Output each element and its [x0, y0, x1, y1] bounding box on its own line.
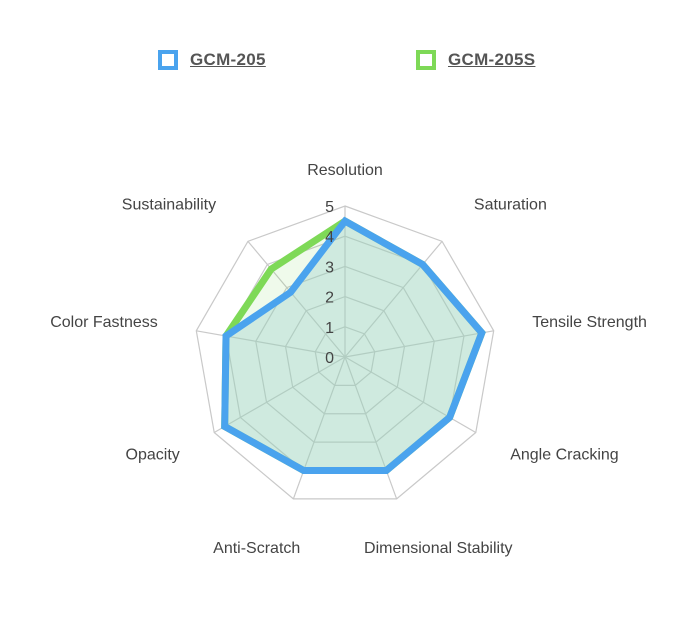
legend-swatch-gcm-205s: [416, 50, 436, 70]
grid-ring-5: [195, 205, 495, 500]
series-area-gcm-205: [221, 216, 486, 475]
axis-label-sustainability: Sustainability: [122, 196, 216, 213]
grid-spoke-3: [344, 330, 494, 358]
axis-label-opacity: Opacity: [126, 447, 180, 464]
legend-swatch-gcm-205: [158, 50, 178, 70]
grid-ring-3: [255, 265, 435, 443]
tick-label-3: 3: [325, 259, 334, 276]
axis-label-dimensional-stability: Dimensional Stability: [364, 540, 513, 557]
tick-label-2: 2: [325, 290, 334, 307]
grid-spoke-8: [196, 330, 346, 358]
axis-label-anti-scratch: Anti-Scratch: [213, 540, 300, 557]
grid-spoke-2: [344, 240, 443, 358]
axis-label-resolution: Resolution: [307, 162, 383, 179]
grid-spoke-4: [344, 356, 477, 434]
grid-spoke-6: [292, 356, 346, 500]
tick-label-5: 5: [325, 199, 334, 216]
axis-label-saturation: Saturation: [474, 196, 547, 213]
tick-label-4: 4: [325, 229, 334, 246]
axis-label-angle-cracking: Angle Cracking: [510, 447, 619, 464]
chart-legend: GCM-205 GCM-205S: [0, 50, 700, 80]
legend-item-gcm-205[interactable]: GCM-205: [158, 50, 266, 70]
grid-spoke-7: [213, 356, 346, 434]
grid-ring-2: [284, 295, 406, 415]
axis-label-tensile-strength: Tensile Strength: [532, 314, 647, 331]
grid-spoke-5: [344, 356, 398, 500]
grid-ring-1: [314, 326, 376, 386]
axis-label-color-fastness: Color Fastness: [50, 314, 158, 331]
tick-label-0: 0: [325, 350, 334, 367]
legend-label-gcm-205: GCM-205: [190, 50, 266, 69]
legend-item-gcm-205s[interactable]: GCM-205S: [416, 50, 535, 70]
grid-spoke-9: [247, 240, 346, 358]
legend-label-gcm-205s: GCM-205S: [448, 50, 536, 69]
tick-label-1: 1: [325, 320, 334, 337]
